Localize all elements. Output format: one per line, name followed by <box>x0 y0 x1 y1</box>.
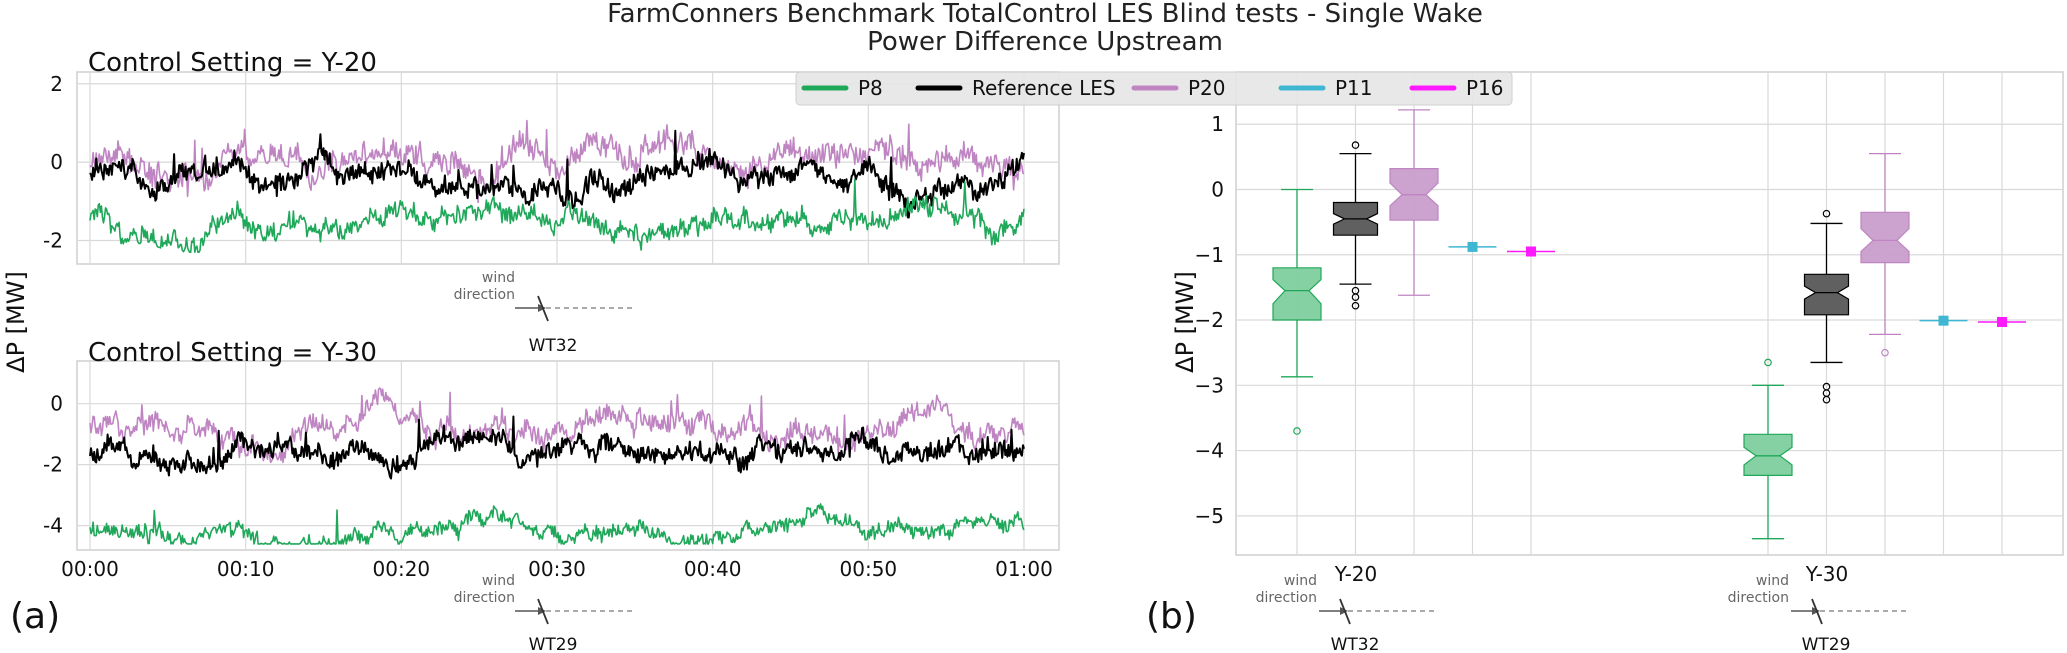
legend: P8 Reference LES P20 P11 P16 <box>795 71 1513 106</box>
wind-label: wind <box>1284 573 1317 589</box>
x-tick-label: Y-30 <box>1805 562 1849 586</box>
turbine-label-wt32-a: WT32 <box>529 336 578 356</box>
x-tick-label: 00:50 <box>840 557 898 581</box>
series-line-p8 <box>89 178 1025 253</box>
y-tick-label: 0 <box>1211 177 1224 201</box>
box-p8-flier <box>1293 427 1301 435</box>
series-line-reference-les <box>89 129 1025 219</box>
y-tick-label: −2 <box>1195 308 1224 332</box>
panel-a-top-title: Control Setting = Y-20 <box>88 48 377 78</box>
turbine-label-wt29-a: WT29 <box>529 635 578 653</box>
legend-label-p11: P11 <box>1335 76 1373 100</box>
y-tick-label: 1 <box>1211 112 1224 136</box>
panel-b-label: (b) <box>1146 596 1197 637</box>
wind-label: wind <box>1756 573 1789 589</box>
box-reference-les-flier <box>1351 293 1360 301</box>
direction-label: direction <box>454 590 515 606</box>
turbine-label-wt32-b: WT32 <box>1331 635 1380 653</box>
x-tick-label: 01:00 <box>995 557 1053 581</box>
y-tick-label: -4 <box>43 514 63 538</box>
box-p16-point <box>1997 316 2007 327</box>
box-p20 <box>1860 211 1910 264</box>
y-tick-label: 0 <box>50 392 63 416</box>
panel-a-bottom-title: Control Setting = Y-30 <box>88 338 377 368</box>
y-tick-label: 2 <box>50 72 63 96</box>
figure-title-line2: Power Difference Upstream <box>867 27 1223 57</box>
direction-label: direction <box>1256 590 1317 606</box>
x-tick-label: 00:10 <box>217 557 275 581</box>
x-tick-label: 00:40 <box>684 557 742 581</box>
legend-label-p8: P8 <box>858 76 883 100</box>
wind-direction-inset-b-y30: wind direction WT29 <box>1728 573 1906 653</box>
wind-label: wind <box>482 573 515 589</box>
panel-a-bottom-plot-area <box>76 360 1060 551</box>
turbine-icon <box>1811 598 1823 625</box>
series-line-p8 <box>89 503 1025 545</box>
series-line-p20 <box>89 387 1025 464</box>
x-tick-label: 00:00 <box>61 557 119 581</box>
series-line-p20 <box>89 119 1025 204</box>
box-p8 <box>1272 267 1322 321</box>
panel-b-chart: 1 0 −1 −2 −3 −4 −5 Y-20 Y-30 <box>1195 71 2064 586</box>
box-p16-point <box>1526 246 1536 257</box>
box-p11-point <box>1938 315 1949 326</box>
box-p8 <box>1743 433 1793 476</box>
box-reference-les-flier <box>1351 301 1360 310</box>
direction-label: direction <box>1728 590 1789 606</box>
box-p20-flier <box>1881 348 1889 357</box>
y-tick-label: −3 <box>1195 373 1224 397</box>
y-tick-label: −4 <box>1195 439 1224 463</box>
panel-b-plot-area <box>1235 71 2064 556</box>
box-p8-flier <box>1764 358 1772 367</box>
wind-direction-inset-a-bottom: wind direction WT29 <box>454 573 632 653</box>
turbine-icon <box>537 598 549 625</box>
y-tick-label: −1 <box>1195 243 1224 267</box>
y-tick-label: 0 <box>50 150 63 174</box>
panel-a-label: (a) <box>10 596 60 637</box>
box-p11-point <box>1467 241 1478 252</box>
y-tick-label: −5 <box>1195 504 1224 528</box>
legend-label-p20: P20 <box>1188 76 1226 100</box>
x-tick-label: 00:30 <box>528 557 586 581</box>
box-reference-les <box>1803 273 1850 316</box>
panel-a-bottom-chart: 0 -2 -4 00:00 00:10 00:20 00:30 00:40 00:50 01:0… <box>43 338 1060 581</box>
legend-label-reference-les: Reference LES <box>972 76 1116 100</box>
panel-b-ylabel: ΔP [MW] <box>1171 271 1199 373</box>
box-reference-les-flier <box>1351 141 1360 149</box>
turbine-icon <box>1339 598 1351 625</box>
x-tick-label: Y-20 <box>1334 562 1378 586</box>
wind-direction-inset-a-top: wind direction WT32 <box>454 270 632 356</box>
legend-label-p16: P16 <box>1466 76 1504 100</box>
y-tick-label: -2 <box>43 228 63 252</box>
wind-direction-inset-b-y20: wind direction WT32 <box>1256 573 1434 653</box>
box-reference-les-flier <box>1822 395 1831 404</box>
y-tick-label: -2 <box>43 453 63 477</box>
turbine-icon <box>537 295 549 322</box>
series-line-reference-les <box>89 415 1025 480</box>
direction-label: direction <box>454 287 515 303</box>
turbine-label-wt29-b: WT29 <box>1802 635 1851 653</box>
figure-title-line1: FarmConners Benchmark TotalControl LES B… <box>607 0 1483 29</box>
panel-a-ylabel: ΔP [MW] <box>2 271 30 373</box>
box-reference-les-flier <box>1822 209 1831 218</box>
wind-label: wind <box>482 270 515 286</box>
x-tick-label: 00:20 <box>373 557 431 581</box>
